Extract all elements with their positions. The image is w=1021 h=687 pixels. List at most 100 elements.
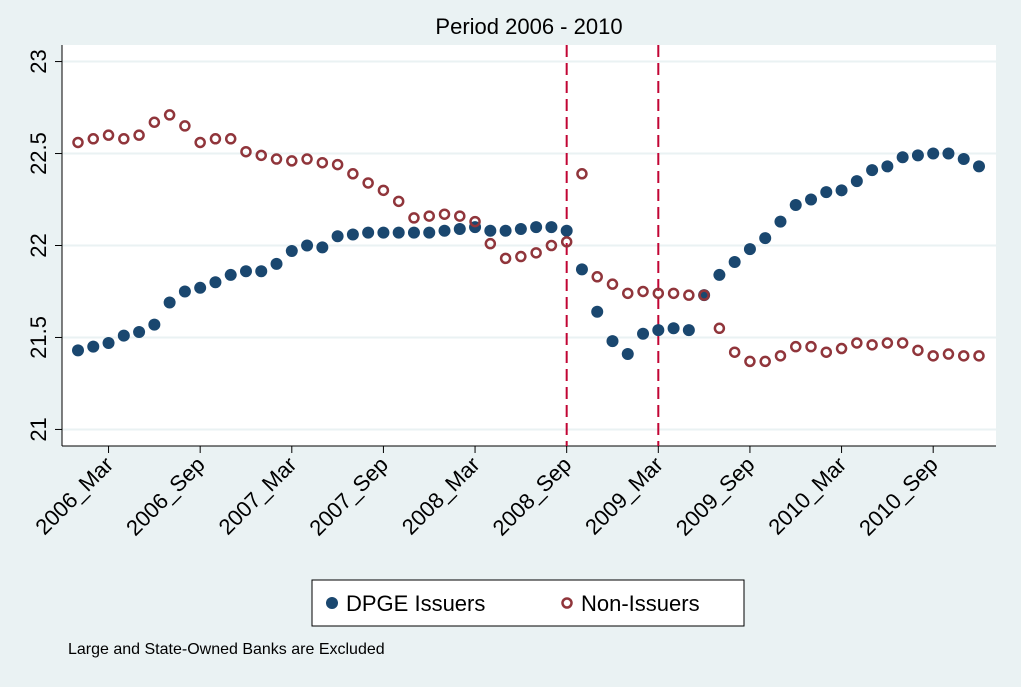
point	[102, 336, 115, 349]
point	[331, 230, 344, 243]
point	[911, 149, 924, 162]
point	[484, 237, 497, 250]
point	[270, 257, 283, 270]
point	[362, 226, 375, 239]
point	[835, 184, 848, 197]
point	[683, 289, 695, 301]
point	[637, 327, 650, 340]
point	[575, 263, 588, 276]
point	[438, 224, 451, 237]
point	[606, 278, 619, 290]
point	[179, 120, 191, 132]
point	[805, 193, 818, 206]
point	[896, 337, 909, 349]
point	[530, 247, 542, 259]
point	[881, 337, 894, 349]
point	[835, 342, 848, 355]
point	[591, 305, 604, 318]
point	[163, 109, 176, 121]
point	[392, 226, 405, 239]
y-tick-label: 22	[26, 233, 51, 257]
point	[484, 224, 497, 237]
point	[301, 153, 313, 165]
legend-marker	[326, 597, 338, 609]
point	[118, 133, 130, 145]
point	[407, 226, 420, 239]
point	[316, 156, 329, 169]
point	[178, 285, 191, 298]
point	[957, 350, 970, 362]
point	[545, 221, 558, 234]
point	[454, 210, 466, 222]
point	[255, 265, 268, 278]
point	[942, 147, 955, 160]
point	[851, 337, 863, 349]
point	[866, 164, 879, 177]
point	[423, 210, 435, 222]
point	[423, 226, 436, 239]
point	[408, 212, 420, 224]
point	[957, 153, 970, 166]
point	[117, 329, 130, 342]
point	[377, 184, 390, 197]
point	[240, 145, 252, 158]
point	[576, 168, 588, 180]
legend-box	[311, 579, 745, 627]
point	[667, 287, 680, 300]
point	[973, 160, 985, 173]
legend-label: Non-Issuers	[581, 591, 700, 616]
point	[652, 287, 665, 300]
point	[713, 322, 726, 335]
point	[331, 158, 344, 171]
point	[346, 228, 359, 241]
point	[927, 147, 940, 160]
point	[805, 340, 817, 353]
point	[87, 133, 100, 145]
point	[392, 195, 405, 208]
point	[881, 160, 894, 173]
point	[728, 256, 741, 269]
legend-label: DPGE Issuers	[346, 591, 485, 616]
point	[622, 287, 634, 300]
point	[316, 241, 329, 254]
point	[774, 350, 787, 362]
point	[820, 346, 833, 358]
point	[347, 168, 359, 180]
point	[515, 250, 527, 263]
point	[637, 285, 649, 298]
point	[163, 296, 176, 309]
point	[514, 222, 527, 235]
point	[927, 350, 939, 362]
point	[133, 325, 146, 338]
point	[866, 339, 878, 351]
y-tick-label: 21	[26, 417, 51, 441]
point	[499, 224, 512, 237]
point	[743, 243, 756, 256]
point	[148, 318, 161, 331]
point	[896, 151, 909, 164]
point	[87, 340, 100, 353]
point	[713, 268, 726, 281]
chart-title: Period 2006 - 2010	[435, 14, 622, 39]
point	[667, 322, 680, 335]
point	[774, 215, 787, 228]
point	[789, 199, 802, 212]
point	[239, 265, 252, 278]
point	[362, 177, 374, 189]
point	[377, 226, 390, 239]
point	[942, 348, 955, 360]
point	[194, 281, 207, 294]
point	[148, 116, 161, 129]
point	[72, 136, 84, 149]
point	[102, 129, 115, 141]
point	[560, 236, 573, 248]
point	[530, 221, 543, 234]
point	[759, 355, 771, 368]
point	[286, 155, 298, 167]
point	[72, 344, 84, 357]
legend-marker	[561, 597, 573, 609]
point	[591, 271, 603, 283]
point	[270, 153, 283, 165]
point	[973, 350, 985, 362]
